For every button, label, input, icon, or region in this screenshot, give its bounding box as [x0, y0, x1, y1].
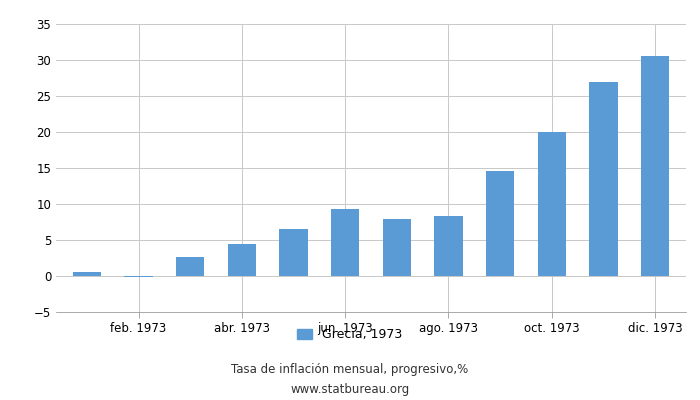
Bar	[538, 132, 566, 276]
Bar	[486, 171, 514, 276]
Bar	[434, 216, 463, 276]
Bar	[640, 56, 669, 276]
Bar	[279, 229, 308, 276]
Text: Tasa de inflación mensual, progresivo,%: Tasa de inflación mensual, progresivo,%	[232, 364, 468, 376]
Bar	[125, 276, 153, 278]
Legend: Grecia, 1973: Grecia, 1973	[298, 328, 402, 341]
Bar	[73, 272, 102, 276]
Bar	[589, 82, 617, 276]
Bar	[228, 244, 256, 276]
Bar	[383, 219, 411, 276]
Text: www.statbureau.org: www.statbureau.org	[290, 384, 410, 396]
Bar	[331, 209, 359, 276]
Bar	[176, 256, 204, 276]
